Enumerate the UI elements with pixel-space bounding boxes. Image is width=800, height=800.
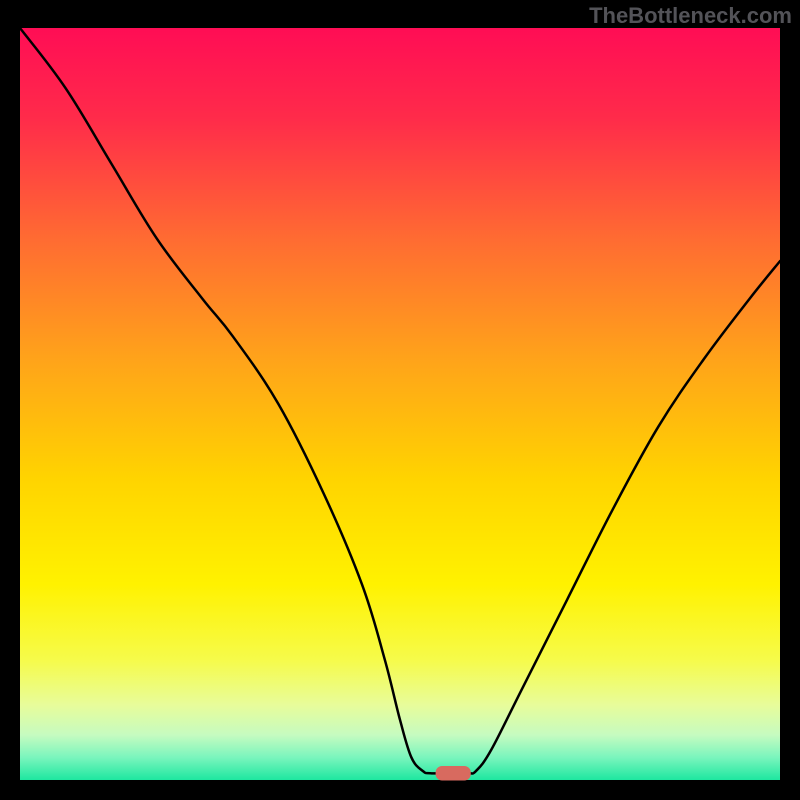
chart-svg [0, 0, 800, 800]
chart-container: TheBottleneck.com [0, 0, 800, 800]
watermark-label: TheBottleneck.com [589, 3, 792, 29]
valley-marker [436, 766, 470, 780]
plot-gradient-background [20, 28, 780, 780]
